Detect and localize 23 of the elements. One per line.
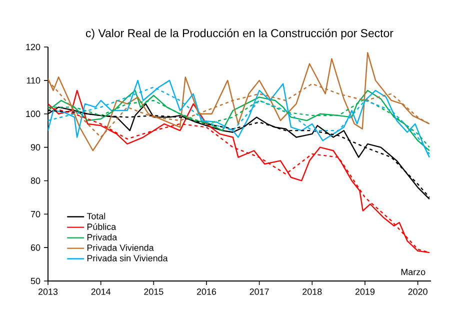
x-tick-label: 2016 bbox=[196, 288, 216, 295]
y-tick-label: 50 bbox=[30, 278, 40, 284]
legend-label: Privada Vivienda bbox=[87, 244, 154, 251]
x-tick-label: 2015 bbox=[144, 288, 164, 295]
x-tick-label: 2014 bbox=[91, 288, 111, 295]
x-tick-label: 2013 bbox=[38, 288, 58, 295]
y-tick-label: 60 bbox=[30, 244, 40, 251]
legend-label: Total bbox=[86, 212, 106, 220]
x-tick-label: 2020 bbox=[408, 288, 428, 295]
legend-label: Pública bbox=[87, 223, 116, 230]
y-tick-label: 100 bbox=[26, 110, 40, 118]
legend-label: Privada sin Vivienda bbox=[87, 254, 168, 262]
x-tick-label: 2017 bbox=[250, 288, 269, 295]
x-tick-label: 2019 bbox=[355, 288, 375, 295]
y-tick-label: 90 bbox=[30, 144, 40, 150]
y-tick-label: 110 bbox=[26, 77, 40, 84]
legend-label: Privada bbox=[87, 234, 118, 240]
x-tick-label: 2018 bbox=[302, 288, 322, 295]
y-tick-label: 120 bbox=[26, 44, 40, 50]
chart-title: c) Valor Real de la Producción en la Construcción por Sector bbox=[86, 28, 394, 40]
y-tick-label: 70 bbox=[30, 210, 40, 218]
y-tick-label: 80 bbox=[30, 178, 40, 184]
annotation: Marzo bbox=[401, 268, 426, 276]
